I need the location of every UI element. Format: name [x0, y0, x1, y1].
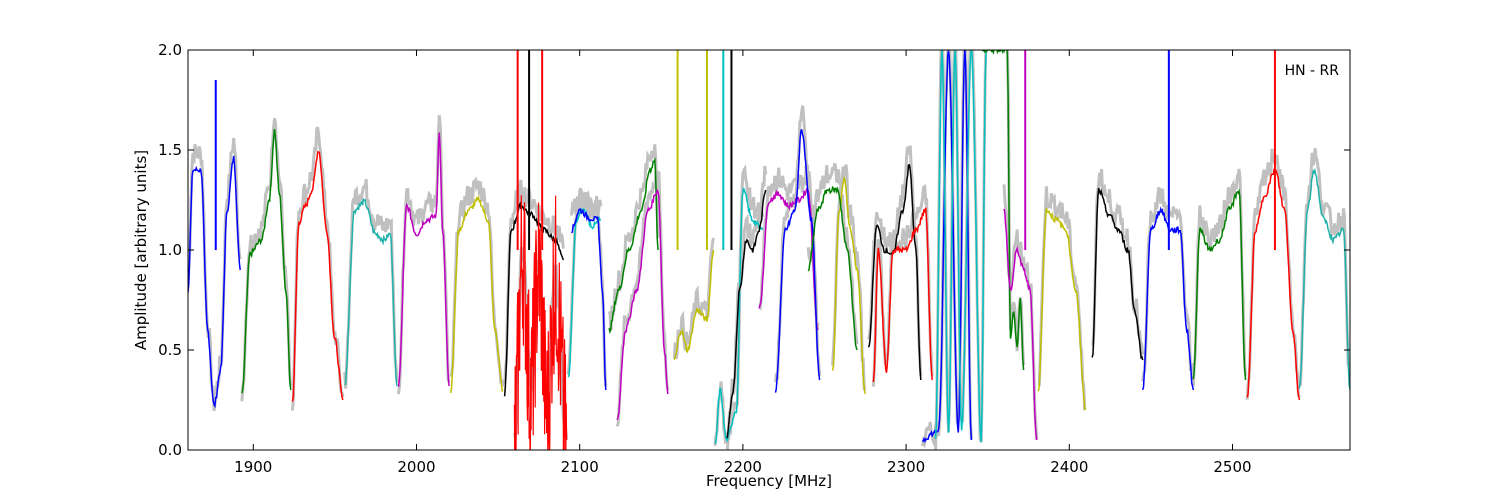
series-segment-12 [673, 249, 715, 361]
series-segment-4 [397, 132, 450, 387]
series-segment-24 [1003, 208, 1038, 441]
background-trace-segment [672, 237, 715, 360]
background-trace [188, 50, 1350, 450]
series-segment-13 [714, 187, 764, 444]
background-trace-segment [290, 126, 345, 411]
series-segment-2 [291, 150, 344, 402]
background-trace-segment [1037, 186, 1087, 411]
series-segment-10 [608, 157, 659, 335]
background-trace-segment [449, 176, 505, 387]
x-tick-label: 2500 [1213, 458, 1251, 476]
series-segment-30 [1298, 167, 1350, 391]
background-trace-segment [188, 137, 242, 411]
series-segment-6 [503, 201, 565, 397]
series-segment-28 [1192, 188, 1247, 381]
series-segment-23 [981, 50, 1025, 371]
series-segment-1 [241, 129, 292, 394]
background-trace-segment [1245, 148, 1301, 400]
y-tick-label: 1.0 [158, 241, 182, 259]
background-trace-segment [1191, 168, 1248, 386]
series-segment-9 [571, 208, 607, 391]
background-trace-segment [503, 179, 565, 385]
y-tick-label: 1.5 [158, 141, 182, 159]
series-segment-22 [934, 50, 987, 443]
plot-frame [187, 49, 1351, 451]
series-segment-29 [1246, 167, 1301, 401]
background-trace-segment [1090, 169, 1145, 355]
x-tick-label: 2400 [1050, 458, 1088, 476]
background-trace-segment [1297, 148, 1350, 387]
x-tick-label: 2100 [561, 458, 599, 476]
background-trace-segment [774, 105, 822, 383]
series-segment-26 [1091, 187, 1144, 361]
series-segment-18 [807, 185, 858, 351]
series-segment-14 [726, 189, 767, 439]
y-axis-label: Amplitude [arbitrary units] [132, 150, 150, 350]
x-tick-label: 2300 [887, 458, 925, 476]
y-axis: 0.0 0.5 1.0 1.5 2.0 [158, 41, 1350, 459]
x-axis: 1900 2000 2100 2200 2300 2400 2500 [234, 50, 1252, 476]
series-segment-7 [513, 195, 568, 450]
background-trace-segment [831, 164, 867, 392]
series-group [188, 50, 1350, 450]
x-axis-label: Frequency [MHz] [706, 472, 832, 490]
background-trace-segment [397, 115, 451, 395]
y-tick-label: 2.0 [158, 41, 182, 59]
y-tick-label: 0.0 [158, 441, 182, 459]
series-segment-11 [616, 188, 669, 420]
y-tick-label: 0.5 [158, 341, 182, 359]
background-trace-segment [806, 162, 859, 345]
x-tick-label: 2200 [724, 458, 762, 476]
series-segment-20 [872, 207, 933, 383]
trace-annotation: HN - RR [1285, 63, 1340, 79]
x-tick-label: 2000 [397, 458, 435, 476]
background-trace-segment [615, 167, 670, 427]
series-segment-25 [1037, 207, 1087, 411]
series-segment-17 [831, 176, 867, 395]
series-segment-16 [774, 129, 821, 393]
series-segment-3 [344, 197, 398, 387]
series-segment-5 [450, 194, 504, 394]
background-trace-segment [1006, 50, 1026, 366]
background-trace-segment [871, 183, 934, 387]
series-segment-8 [567, 207, 601, 378]
x-tick-label: 1900 [234, 458, 272, 476]
series-segment-0 [188, 155, 241, 409]
series-segment-21 [921, 50, 973, 444]
background-trace-segment [343, 178, 399, 389]
